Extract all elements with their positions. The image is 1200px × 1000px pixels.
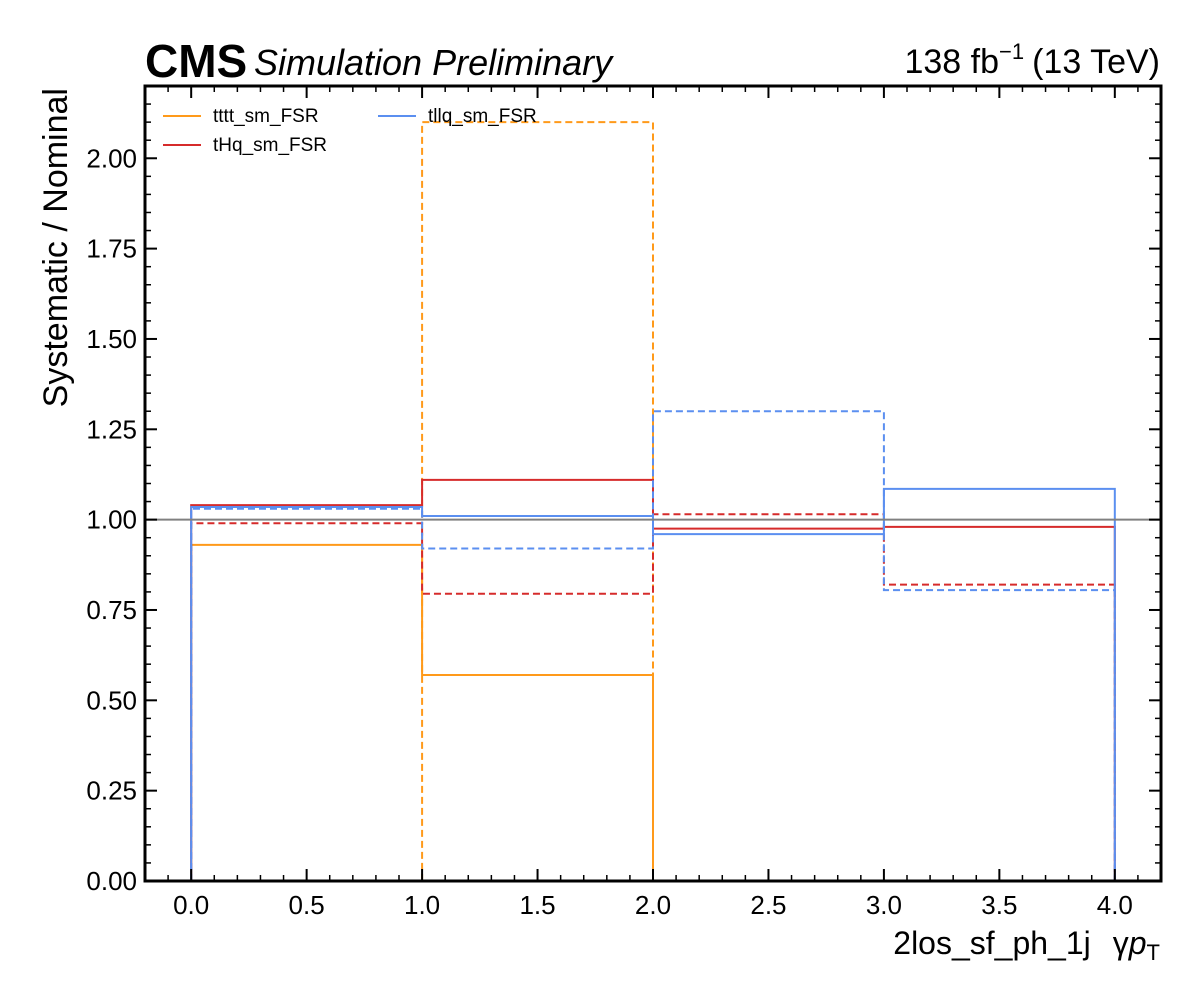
lumi-energy: (13 TeV) (1032, 43, 1160, 81)
y-tick-label: 2.00 (86, 143, 137, 173)
y-tick-label: 1.25 (86, 414, 137, 444)
y-tick-label: 0.50 (86, 685, 137, 715)
y-tick-label: 0.00 (86, 866, 137, 896)
x-tick-label: 3.0 (866, 890, 902, 920)
x-tick-label: 2.0 (635, 890, 671, 920)
tick-layer: 0.0 0.5 1.0 1.5 2.0 2.5 3.0 3.5 4.0 0.00 0.25 0.50 0… (86, 85, 1162, 920)
y-tick-label: 1.75 (86, 234, 137, 264)
legend-label-tllq_sm_FSR: tllq_sm_FSR (428, 106, 537, 127)
y-tick-label: 1.00 (86, 505, 137, 535)
x-axis-label-gamma: γ (1113, 925, 1129, 961)
lumi-label: 138 fb−1 (13 TeV) (904, 39, 1160, 81)
x-tick-label: 0.5 (289, 890, 325, 920)
lumi-exponent: −1 (999, 39, 1024, 64)
x-axis-label: 2los_sf_ph_1j γpT (893, 925, 1160, 965)
series-tHq_sm_FSR-down (190, 513, 1116, 881)
x-axis-label-main: 2los_sf_ph_1j (893, 925, 1090, 961)
series-layer (190, 121, 1116, 881)
x-tick-label: 1.0 (404, 890, 440, 920)
x-axis-label-p: p (1128, 925, 1147, 961)
y-tick-label: 0.75 (86, 595, 137, 625)
series-tttt_sm_FSR-up (190, 543, 1115, 881)
lumi-value: 138 fb (904, 43, 999, 81)
x-tick-label: 4.0 (1097, 890, 1133, 920)
x-tick-label: 3.5 (981, 890, 1017, 920)
legend-label-tHq_sm_FSR: tHq_sm_FSR (213, 135, 327, 156)
subtitle-label: Simulation Preliminary (254, 42, 614, 83)
y-axis-label: Systematic / Nominal (37, 88, 75, 407)
experiment-label: CMS (145, 35, 247, 87)
legend: tttt_sm_FSR tHq_sm_FSR tllq_sm_FSR (163, 106, 537, 156)
y-tick-label: 0.25 (86, 776, 137, 806)
x-axis-label-subscript: T (1147, 940, 1160, 965)
y-tick-label: 1.50 (86, 324, 137, 354)
legend-label-tttt_sm_FSR: tttt_sm_FSR (213, 106, 319, 127)
x-tick-label: 2.5 (750, 890, 786, 920)
x-tick-label: 1.5 (519, 890, 555, 920)
x-tick-label: 0.0 (173, 890, 209, 920)
series-tllq_sm_FSR-down (190, 410, 1116, 881)
